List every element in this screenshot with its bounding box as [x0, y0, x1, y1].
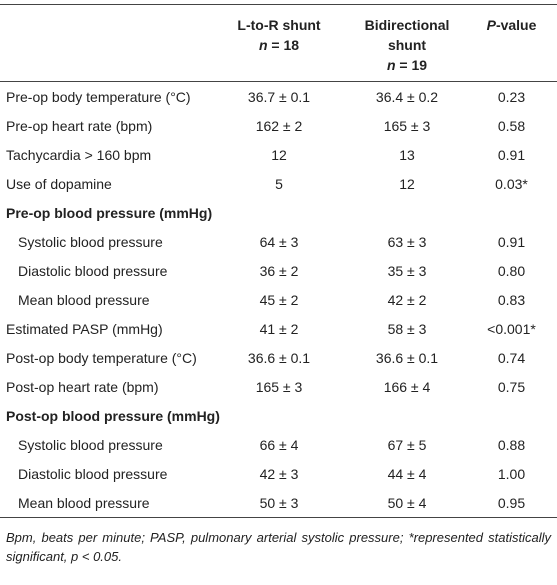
cell-value: 0.58 — [497, 117, 526, 134]
header-title: -value — [495, 17, 537, 33]
data-row: Diastolic blood pressure 42 ± 3 44 ± 4 1.00 — [0, 459, 557, 488]
data-row: Systolic blood pressure 66 ± 4 67 ± 5 0.88 — [0, 430, 557, 459]
cell-value: 0.91 — [497, 233, 526, 250]
cell-value: 36.6 ± 0.1 — [375, 349, 439, 366]
section-label: Pre-op blood pressure (mmHg) — [6, 204, 213, 221]
cell-value: 1.00 — [497, 465, 526, 482]
data-row: Use of dopamine 5 12 0.03* — [0, 169, 557, 198]
cell-value: 165 ± 3 — [383, 117, 431, 134]
cell-value: 36.4 ± 0.2 — [375, 88, 439, 105]
p-symbol: P — [486, 17, 496, 33]
cell-value: 12 — [271, 146, 287, 163]
cell-value: 42 ± 2 — [387, 291, 427, 308]
row-label: Diastolic blood pressure — [18, 262, 168, 279]
cell-value: 58 ± 3 — [387, 320, 427, 337]
row-label: Systolic blood pressure — [18, 436, 163, 453]
data-row: Post-op heart rate (bpm) 165 ± 3 166 ± 4 0.… — [0, 372, 557, 401]
cell-value: 66 ± 4 — [259, 436, 299, 453]
row-label: Post-op heart rate (bpm) — [6, 378, 159, 395]
header-row: L-to-R shunt n = 18 Bidirectional shunt n … — [0, 4, 557, 82]
row-label: Pre-op heart rate (bpm) — [6, 117, 153, 134]
row-label: Systolic blood pressure — [18, 233, 163, 250]
row-label: Pre-op body temperature (°C) — [6, 88, 191, 105]
cell-value: <0.001* — [487, 320, 536, 337]
data-row: Estimated PASP (mmHg) 41 ± 2 58 ± 3 <0.001* — [0, 314, 557, 343]
cell-value: 35 ± 3 — [387, 262, 427, 279]
cell-value: 12 — [399, 175, 415, 192]
data-row: Mean blood pressure 45 ± 2 42 ± 2 0.83 — [0, 285, 557, 314]
cell-value: 165 ± 3 — [255, 378, 303, 395]
header-cell: P-value — [466, 4, 557, 82]
data-row: Pre-op heart rate (bpm) 162 ± 2 165 ± 3 0.5… — [0, 111, 557, 140]
cell-value: 166 ± 4 — [383, 378, 431, 395]
row-label: Post-op body temperature (°C) — [6, 349, 197, 366]
cell-value: 67 ± 5 — [387, 436, 427, 453]
cell-value: 0.74 — [497, 349, 526, 366]
n-value: = 18 — [271, 37, 300, 53]
data-row: Pre-op body temperature (°C) 36.7 ± 0.1 36… — [0, 82, 557, 112]
cell-value: 63 ± 3 — [387, 233, 427, 250]
cell-value: 0.80 — [497, 262, 526, 279]
cell-value: 0.23 — [497, 88, 526, 105]
cell-value: 42 ± 3 — [259, 465, 299, 482]
cell-value: 5 — [275, 175, 283, 192]
cell-value: 36.7 ± 0.1 — [247, 88, 311, 105]
cell-value: 50 ± 3 — [259, 494, 299, 511]
row-label: Mean blood pressure — [18, 494, 150, 511]
cell-value: 44 ± 4 — [387, 465, 427, 482]
data-row: Tachycardia > 160 bpm 12 13 0.91 — [0, 140, 557, 169]
cell-value: 36.6 ± 0.1 — [247, 349, 311, 366]
cell-value: 41 ± 2 — [259, 320, 299, 337]
data-row: Systolic blood pressure 64 ± 3 63 ± 3 0.91 — [0, 227, 557, 256]
data-table: L-to-R shunt n = 18 Bidirectional shunt n … — [0, 4, 557, 518]
section-label: Post-op blood pressure (mmHg) — [6, 407, 220, 424]
header-empty — [0, 4, 210, 82]
cell-value: 0.88 — [497, 436, 526, 453]
header-title: Bidirectional shunt — [364, 17, 450, 53]
cell-value: 162 ± 2 — [255, 117, 303, 134]
n-symbol: n — [386, 57, 396, 73]
cell-value: 45 ± 2 — [259, 291, 299, 308]
data-row: Mean blood pressure 50 ± 3 50 ± 4 0.95 — [0, 488, 557, 518]
n-symbol: n — [258, 37, 268, 53]
cell-value: 0.75 — [497, 378, 526, 395]
section-row: Post-op blood pressure (mmHg) — [0, 401, 557, 430]
data-row: Diastolic blood pressure 36 ± 2 35 ± 3 0.80 — [0, 256, 557, 285]
page: L-to-R shunt n = 18 Bidirectional shunt n … — [0, 4, 557, 585]
section-row: Pre-op blood pressure (mmHg) — [0, 198, 557, 227]
row-label: Diastolic blood pressure — [18, 465, 168, 482]
footnote: Bpm, beats per minute; PASP, pulmonary a… — [6, 530, 551, 564]
cell-value: 0.03* — [495, 175, 528, 192]
cell-value: 64 ± 3 — [259, 233, 299, 250]
row-label: Use of dopamine — [6, 175, 112, 192]
header-title: L-to-R shunt — [237, 17, 321, 33]
n-value: = 19 — [399, 57, 428, 73]
cell-value: 36 ± 2 — [259, 262, 299, 279]
row-label: Mean blood pressure — [18, 291, 150, 308]
cell-value: 50 ± 4 — [387, 494, 427, 511]
cell-value: 13 — [399, 146, 415, 163]
cell-value: 0.91 — [497, 146, 526, 163]
row-label: Estimated PASP (mmHg) — [6, 320, 163, 337]
table-body: Pre-op body temperature (°C) 36.7 ± 0.1 36… — [0, 82, 557, 518]
header-cell: L-to-R shunt n = 18 — [210, 4, 348, 82]
row-label: Tachycardia > 160 bpm — [6, 146, 152, 163]
data-row: Post-op body temperature (°C) 36.6 ± 0.1 3… — [0, 343, 557, 372]
cell-value: 0.83 — [497, 291, 526, 308]
header-cell: Bidirectional shunt n = 19 — [348, 4, 466, 82]
cell-value: 0.95 — [497, 494, 526, 511]
